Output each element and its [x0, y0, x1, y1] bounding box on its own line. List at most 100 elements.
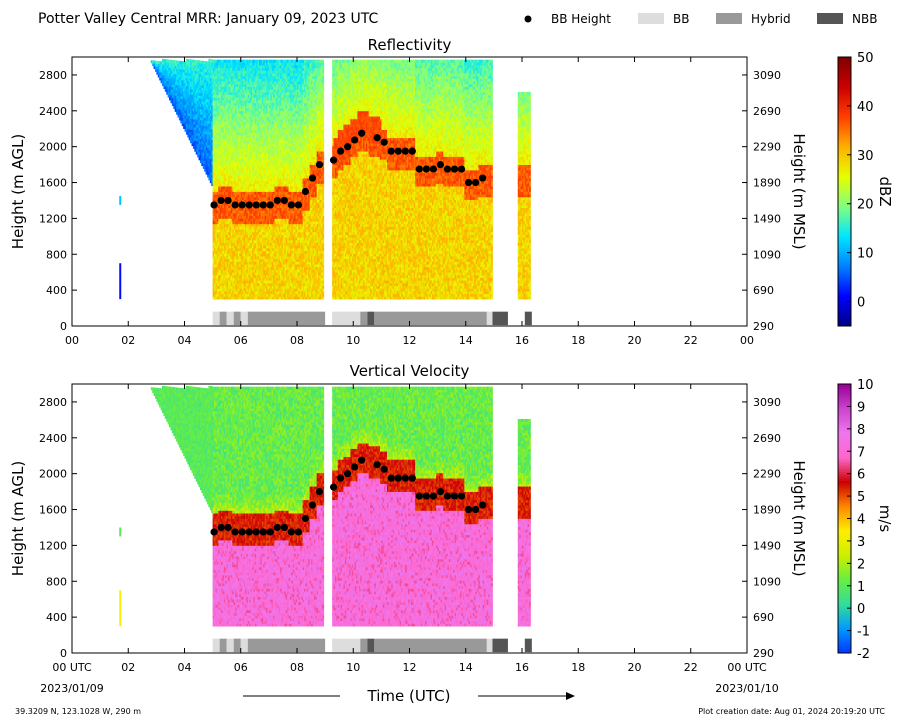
velocity-colorbar-segment	[838, 514, 851, 517]
reflectivity-ytick-right-label: 3090	[753, 69, 781, 82]
velocity-colorbar-segment	[838, 646, 851, 650]
velocity-colorbar-segment	[838, 520, 851, 524]
velocity-colorbar-segment	[838, 464, 851, 468]
reflectivity-colorbar-segment	[838, 59, 851, 62]
reflectivity-bb-height-point	[464, 178, 473, 187]
reflectivity-colorbar-segment	[838, 130, 851, 134]
reflectivity-colorbar-segment	[838, 207, 851, 210]
velocity-colorbar-segment	[838, 487, 851, 490]
velocity-colorbar-segment	[838, 619, 851, 623]
reflectivity-colorbar-segment	[838, 269, 851, 273]
velocity-bb-height-point	[301, 514, 310, 523]
reflectivity-colorbar-segment	[838, 70, 851, 74]
velocity-colorbar-segment	[838, 516, 851, 519]
velocity-bb-height-point	[429, 492, 438, 500]
reflectivity-colorbar-segment	[838, 227, 851, 231]
velocity-colorbar-tick-label: 9	[857, 400, 865, 415]
velocity-xtick-label: 00 UTC	[727, 661, 767, 674]
reflectivity-colorbar-tick-label: 20	[857, 198, 874, 213]
velocity-bb-type-segment	[240, 638, 248, 653]
reflectivity-colorbar-segment	[838, 171, 851, 175]
velocity-colorbar-segment	[838, 493, 851, 497]
reflectivity-bb-height-point	[471, 178, 480, 187]
velocity-colorbar-segment	[838, 536, 851, 540]
velocity-colorbar-segment	[838, 478, 851, 481]
velocity-colorbar-segment	[838, 617, 851, 620]
velocity-bb-height-point	[266, 528, 274, 536]
velocity-colorbar-segment	[838, 502, 851, 506]
reflectivity-bb-type-segment	[226, 311, 234, 326]
velocity-colorbar-segment	[838, 538, 851, 542]
reflectivity-colorbar-segment	[838, 231, 851, 235]
reflectivity-colorbar-segment	[838, 144, 851, 148]
reflectivity-ytick-label: 400	[46, 284, 67, 297]
reflectivity-bb-height-point	[301, 187, 310, 196]
reflectivity-colorbar-segment	[838, 195, 851, 199]
reflectivity-colorbar-segment	[838, 106, 851, 110]
velocity-colorbar-segment	[838, 428, 851, 432]
reflectivity-colorbar-segment	[838, 209, 851, 213]
velocity-colorbar-segment	[838, 525, 851, 528]
velocity-colorbar-segment	[838, 621, 851, 625]
reflectivity-colorbar-segment	[838, 124, 851, 127]
velocity-ytick-label: 800	[46, 575, 67, 588]
reflectivity-colorbar-segment	[838, 272, 851, 275]
velocity-colorbar-segment	[838, 500, 851, 504]
velocity-bb-type-segment	[332, 638, 361, 653]
reflectivity-colorbar-segment	[838, 258, 851, 262]
reflectivity-colorbar-segment	[838, 204, 851, 208]
reflectivity-ylabel-right: Height (m MSL)	[790, 133, 808, 249]
reflectivity-xtick-label: 14	[459, 334, 473, 347]
velocity-colorbar-tick-label: 1	[857, 580, 865, 595]
reflectivity-colorbar-segment	[838, 61, 851, 65]
velocity-colorbar-segment	[838, 453, 851, 457]
reflectivity-colorbar-segment	[838, 142, 851, 145]
reflectivity-colorbar-segment	[838, 139, 851, 143]
reflectivity-colorbar-segment	[838, 88, 851, 92]
velocity-colorbar-segment	[838, 507, 851, 511]
velocity-colorbar-segment	[838, 545, 851, 549]
reflectivity-bb-height-point	[457, 165, 466, 173]
velocity-ytick-right-label: 1490	[753, 539, 781, 552]
velocity-ytick-label: 2800	[39, 396, 67, 409]
reflectivity-colorbar-segment	[838, 267, 851, 271]
velocity-xtick-label: 16	[515, 661, 529, 674]
velocity-colorbar-segment	[838, 388, 851, 392]
velocity-bb-height-point	[210, 528, 218, 536]
velocity-colorbar-segment	[838, 626, 851, 629]
velocity-bb-height-point	[408, 474, 416, 482]
velocity-bb-type-segment	[524, 638, 532, 653]
reflectivity-colorbar-segment	[838, 187, 851, 190]
velocity-bb-type-segment	[360, 638, 368, 653]
reflectivity-colorbar-segment	[838, 74, 851, 78]
reflectivity-colorbar-segment	[838, 263, 851, 266]
velocity-colorbar-segment	[838, 630, 851, 634]
velocity-bb-height-point	[457, 492, 466, 500]
velocity-bb-height-point	[358, 456, 366, 464]
reflectivity-ytick-right-label: 290	[753, 320, 774, 333]
reflectivity-bb-height-point	[450, 165, 459, 173]
reflectivity-colorbar-segment	[838, 157, 851, 161]
velocity-colorbar-segment	[838, 637, 851, 641]
reflectivity-colorbar-segment	[838, 148, 851, 152]
velocity-colorbar-segment	[838, 552, 851, 555]
reflectivity-colorbar-segment	[838, 202, 851, 206]
velocity-ytick-label: 2000	[39, 468, 67, 481]
velocity-colorbar-segment	[838, 594, 851, 598]
reflectivity-colorbar-segment	[838, 72, 851, 76]
reflectivity-colorbar-tick-label: 0	[857, 296, 865, 311]
reflectivity-colorbar-segment	[838, 211, 851, 215]
reflectivity-colorbar-segment	[838, 92, 851, 96]
velocity-bb-height-point	[329, 483, 338, 491]
reflectivity-colorbar-segment	[838, 276, 851, 280]
velocity-colorbar-segment	[838, 404, 851, 407]
reflectivity-colorbar-segment	[838, 303, 851, 307]
reflectivity-colorbar-segment	[838, 200, 851, 204]
velocity-bb-height-point	[336, 474, 345, 482]
reflectivity-colorbar-segment	[838, 77, 851, 80]
velocity-colorbar-segment	[838, 444, 851, 448]
reflectivity-ytick-right-label: 2290	[753, 141, 781, 154]
reflectivity-colorbar-segment	[838, 175, 851, 179]
velocity-ylabel: Height (m AGL)	[9, 461, 27, 576]
